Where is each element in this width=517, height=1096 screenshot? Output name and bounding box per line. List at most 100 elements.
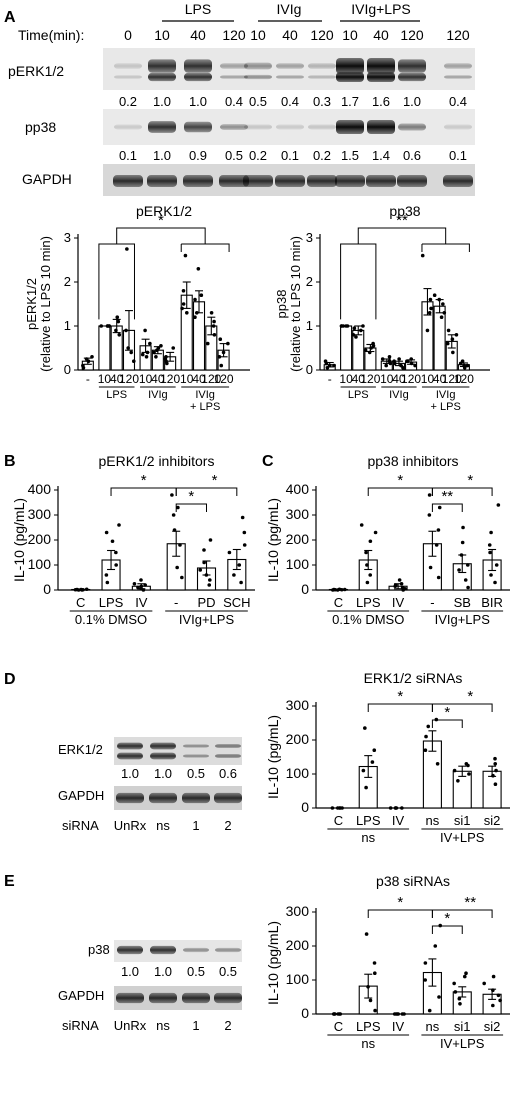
vals-perk-2: 1.0 bbox=[189, 94, 207, 109]
y-tick-label-3-0: 0 bbox=[301, 581, 309, 597]
bracket-left-1 bbox=[340, 243, 377, 320]
group-label-3-0: 0.1% DMSO bbox=[332, 612, 404, 627]
bands-pp38-band-7 bbox=[336, 120, 364, 134]
bands-e-gapdh-band-3 bbox=[214, 992, 242, 1004]
data-point-0-3-1 bbox=[129, 350, 133, 355]
data-point-2-5-5 bbox=[242, 530, 247, 535]
blot-bands-gapdh bbox=[113, 175, 473, 187]
data-point-1-2-0 bbox=[354, 335, 358, 339]
data-point-0-1-2 bbox=[99, 324, 104, 328]
y-tick-label-3-3: 300 bbox=[286, 506, 310, 522]
category-label-4-0: C bbox=[334, 813, 343, 828]
panel-letter-c: C bbox=[262, 453, 274, 470]
category-label-2-2: IV bbox=[135, 595, 148, 610]
data-point-1-2-1 bbox=[359, 328, 363, 333]
bracket-c-2 bbox=[175, 487, 238, 496]
data-point-0-3-2 bbox=[125, 247, 129, 251]
y-tick-label-1-1: 1 bbox=[306, 318, 313, 333]
data-point-3-5-5 bbox=[489, 530, 493, 535]
group-label-1-2-b: + LPS bbox=[431, 401, 461, 413]
data-point-4-4-1 bbox=[467, 772, 471, 776]
data-point-2-0-5 bbox=[81, 587, 85, 592]
vals-e-0: 1.0 bbox=[121, 964, 139, 979]
y-tick-label-2-3: 300 bbox=[28, 506, 52, 522]
significance-c-4: * bbox=[467, 688, 473, 705]
category-label-1-8: 40 bbox=[433, 372, 447, 386]
significance-b-3: ** bbox=[441, 488, 453, 505]
vals-pp38-4: 0.2 bbox=[249, 148, 267, 163]
blot-bands-perk bbox=[114, 58, 472, 82]
significance-b-2: * bbox=[188, 488, 194, 505]
data-point-0-2-1 bbox=[115, 315, 120, 320]
data-point-1-5-4 bbox=[397, 357, 401, 361]
data-point-2-1-2 bbox=[114, 563, 118, 567]
category-label-1-9: 120 bbox=[442, 372, 462, 386]
data-point-5-4-4 bbox=[462, 974, 467, 979]
data-point-1-6-0 bbox=[413, 363, 417, 368]
data-point-2-2-6 bbox=[132, 581, 137, 586]
category-label-4-3: ns bbox=[426, 813, 440, 828]
data-point-2-2-2 bbox=[136, 585, 140, 590]
data-point-5-1-2 bbox=[366, 985, 370, 989]
y-tick-label-5-1: 100 bbox=[286, 971, 310, 987]
panel-letter-e: E bbox=[4, 873, 15, 890]
data-point-3-1-5 bbox=[373, 530, 378, 535]
data-point-1-3-4 bbox=[369, 346, 373, 350]
data-point-5-1-4 bbox=[372, 961, 377, 965]
data-point-4-1-1 bbox=[361, 768, 366, 773]
category-label-0-6: 120 bbox=[160, 372, 180, 386]
chart-title-4: ERK1/2 siRNAs bbox=[364, 670, 463, 686]
category-label-2-1: LPS bbox=[99, 595, 124, 610]
data-point-2-4-0 bbox=[207, 583, 212, 587]
category-label-0-8: 40 bbox=[192, 372, 206, 386]
data-point-2-4-1 bbox=[208, 578, 212, 582]
data-point-3-5-1 bbox=[489, 573, 493, 577]
data-point-1-4-1 bbox=[387, 355, 392, 359]
bands-perk-band-8 bbox=[367, 72, 395, 82]
time-label-4: 10 bbox=[250, 27, 266, 43]
bracket-b-2 bbox=[175, 503, 208, 512]
bands-perk-band-7 bbox=[336, 72, 364, 82]
data-point-1-7-4 bbox=[425, 328, 430, 333]
bands-pp38-band-2 bbox=[184, 121, 212, 133]
category-label-2-0: C bbox=[76, 595, 85, 610]
data-point-3-1-3 bbox=[364, 550, 368, 555]
category-label-2-5: SCH bbox=[223, 595, 250, 610]
data-point-0-10-4 bbox=[221, 350, 226, 355]
data-point-3-0-2 bbox=[342, 587, 347, 592]
bands-gapdh-band-9 bbox=[397, 175, 427, 187]
group-label-5-0: ns bbox=[361, 1036, 375, 1051]
data-point-2-5-6 bbox=[240, 515, 245, 520]
data-point-0-3-4 bbox=[124, 328, 128, 333]
y-tick-label-3-2: 200 bbox=[286, 531, 310, 547]
blot-e-sirna-label: siRNA bbox=[62, 1018, 99, 1033]
vals-d-2: 0.5 bbox=[187, 766, 205, 781]
y-tick-label-3-1: 100 bbox=[286, 556, 310, 572]
y-tick-label-2-1: 100 bbox=[28, 556, 52, 572]
data-point-1-2-4 bbox=[351, 333, 356, 337]
bracket-right-1 bbox=[421, 243, 470, 252]
bands-e-p38-band-0 bbox=[117, 945, 143, 955]
data-point-1-7-0 bbox=[420, 253, 425, 258]
data-point-5-3-2 bbox=[423, 978, 427, 982]
category-label-0-4: 10 bbox=[139, 372, 153, 386]
data-point-5-3-0 bbox=[427, 1008, 432, 1013]
bands-perk-band-9 bbox=[398, 59, 426, 73]
data-point-4-1-0 bbox=[364, 785, 368, 790]
data-point-2-5-2 bbox=[237, 563, 242, 567]
data-point-0-7-2 bbox=[181, 289, 186, 293]
data-point-4-5-4 bbox=[493, 756, 497, 761]
data-point-5-3-3 bbox=[423, 961, 428, 965]
vals-perk-6: 0.3 bbox=[313, 94, 331, 109]
y-tick-label-3-4: 400 bbox=[286, 481, 310, 497]
data-point-4-4-2 bbox=[452, 768, 457, 773]
vals-pp38-10: 0.1 bbox=[449, 148, 467, 163]
category-label-0-0: - bbox=[86, 372, 90, 386]
bands-e-gapdh-band-1 bbox=[149, 992, 177, 1004]
time-label-6: 120 bbox=[310, 27, 334, 43]
significance-b-4: * bbox=[444, 704, 450, 721]
data-point-3-1-6 bbox=[359, 523, 364, 527]
bands-perk-band-5 bbox=[276, 75, 304, 79]
data-point-1-6-1 bbox=[409, 361, 414, 366]
category-label-4-1: LPS bbox=[356, 813, 381, 828]
